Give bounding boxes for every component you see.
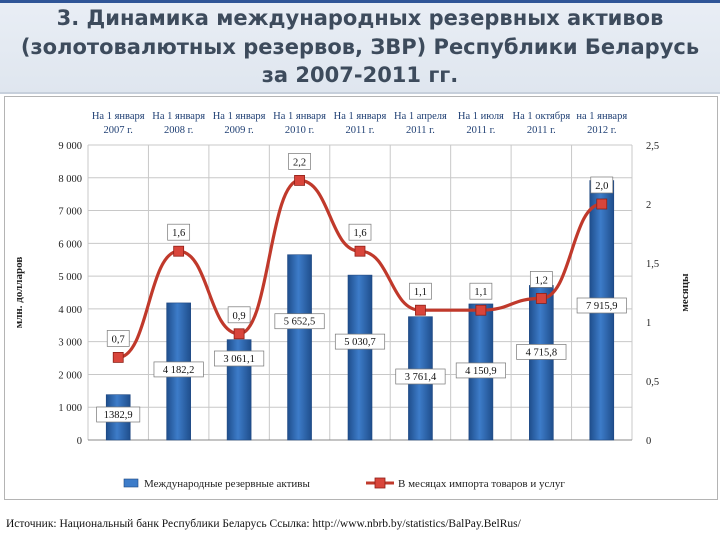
line-value-label: 1,2 bbox=[535, 275, 548, 286]
x-axis-tick-label: На 1 октября bbox=[512, 111, 570, 122]
x-axis-tick-label: На 1 июля bbox=[458, 111, 504, 122]
bar-value-label: 5 652,5 bbox=[284, 317, 316, 328]
line-value-label-box bbox=[409, 282, 432, 300]
bar-value-label-box bbox=[516, 344, 567, 360]
y2-axis-title: месяцы bbox=[679, 273, 691, 312]
line-marker bbox=[354, 245, 366, 257]
bar-value-label: 5 030,7 bbox=[344, 337, 376, 348]
page-title-line-1: 3. Динамика международных резервных акти… bbox=[56, 6, 664, 30]
x-axis-tick-label: На 1 апреля bbox=[394, 111, 447, 122]
bar-value-label: 3 061,1 bbox=[223, 354, 255, 365]
x-axis-tick-label: На 1 января bbox=[334, 111, 387, 122]
line-marker bbox=[415, 304, 426, 316]
bar-value-label: 4 150,9 bbox=[465, 366, 497, 377]
bar-value-label-box bbox=[455, 362, 506, 379]
line-marker bbox=[173, 245, 185, 257]
line-value-label-box bbox=[288, 153, 311, 170]
line-marker bbox=[233, 328, 245, 340]
line-marker bbox=[475, 304, 487, 316]
y2-axis-tick-label: 1 bbox=[646, 318, 651, 329]
y-axis-tick-label: 5 000 bbox=[58, 272, 82, 283]
bar-value-label: 1382,9 bbox=[104, 410, 133, 421]
bar-value-label: 4 182,2 bbox=[163, 365, 195, 376]
y-axis-tick-label: 3 000 bbox=[58, 338, 82, 349]
y2-axis-tick-label: 0,5 bbox=[646, 377, 659, 388]
bar-value-label: 3 761,4 bbox=[405, 372, 437, 383]
y-axis-tick-label: 9 000 bbox=[58, 141, 82, 152]
bar bbox=[529, 285, 554, 441]
legend-bar-swatch bbox=[123, 478, 139, 488]
y2-axis-tick-label: 0 bbox=[646, 436, 651, 447]
line-value-label: 0,7 bbox=[112, 334, 125, 345]
bar-value-label-box bbox=[274, 313, 325, 330]
bar-value-label-box bbox=[96, 406, 141, 423]
line-value-label-box bbox=[167, 223, 191, 241]
page-title-line-2: (золотовалютных резервов, ЗВР) Республик… bbox=[20, 35, 700, 59]
y-axis-title: млн. долларов bbox=[13, 257, 25, 329]
line-value-label-box bbox=[106, 330, 130, 347]
x-axis-tick-label: 2010 г. bbox=[285, 125, 314, 136]
line-value-label: 1,1 bbox=[414, 287, 427, 298]
import-months-line bbox=[117, 178, 603, 359]
bar-value-label-box bbox=[214, 350, 265, 367]
line-marker bbox=[596, 198, 608, 210]
bar-value-label-box bbox=[576, 297, 627, 314]
x-axis-tick-label: На 1 января bbox=[92, 111, 145, 122]
line-value-label-box bbox=[348, 223, 372, 241]
line-value-label: 1,6 bbox=[353, 228, 366, 239]
x-axis-tick-label: 2007 г. bbox=[104, 125, 133, 136]
legend-line-marker bbox=[374, 477, 386, 489]
line-value-label: 0,9 bbox=[233, 311, 246, 322]
y-axis-tick-label: 2 000 bbox=[58, 370, 82, 381]
y-axis-tick-label: 8 000 bbox=[58, 174, 82, 185]
bar bbox=[347, 274, 373, 441]
x-axis-tick-label: 2008 г. bbox=[164, 125, 193, 136]
title-accent-bar bbox=[0, 0, 720, 3]
line-value-label-box bbox=[469, 282, 493, 300]
x-axis-tick-label: 2011 г. bbox=[346, 125, 375, 136]
x-axis-tick-label: На 1 января bbox=[152, 111, 205, 122]
line-marker bbox=[294, 174, 305, 186]
y2-axis-tick-label: 2 bbox=[646, 200, 651, 211]
bar-value-label-box bbox=[334, 333, 386, 350]
line-value-label-box bbox=[227, 306, 251, 324]
x-axis-tick-label: 2012 г. bbox=[587, 125, 616, 136]
bar-value-label-box bbox=[153, 361, 204, 378]
x-axis-tick-label: 2011 г. bbox=[466, 125, 495, 136]
x-axis-tick-label: на 1 января bbox=[576, 111, 627, 122]
line-value-label-box bbox=[529, 271, 553, 288]
title-banner: 3. Динамика международных резервных акти… bbox=[0, 0, 720, 94]
line-value-label-box bbox=[590, 176, 614, 194]
line-marker bbox=[112, 351, 124, 363]
bar-value-label: 4 715,8 bbox=[526, 347, 558, 358]
legend-line-label: В месяцах импорта товаров и услуг bbox=[398, 478, 565, 490]
x-axis-tick-label: 2009 г. bbox=[224, 125, 253, 136]
y2-axis-tick-label: 2,5 bbox=[646, 141, 659, 152]
y-axis-tick-label: 1 000 bbox=[58, 403, 82, 414]
y-axis-tick-label: 4 000 bbox=[58, 305, 82, 316]
bar bbox=[287, 254, 312, 441]
legend-bar-label: Международные резервные активы bbox=[144, 478, 310, 490]
y-axis-tick-label: 0 bbox=[77, 436, 82, 447]
x-axis-tick-label: На 1 января bbox=[213, 111, 266, 122]
x-axis-tick-label: 2011 г. bbox=[527, 125, 556, 136]
line-value-label: 1,6 bbox=[172, 228, 185, 239]
bar-value-label: 7 915,9 bbox=[586, 301, 618, 312]
source-note: Источник: Национальный банк Республики Б… bbox=[6, 518, 521, 530]
page-title-line-3: за 2007-2011 гг. bbox=[261, 63, 459, 87]
y2-axis-tick-label: 1,5 bbox=[646, 259, 659, 270]
y-axis-tick-label: 7 000 bbox=[58, 207, 82, 218]
line-value-label: 1,1 bbox=[474, 287, 487, 298]
x-axis-tick-label: 2011 г. bbox=[406, 125, 435, 136]
y-axis-tick-label: 6 000 bbox=[58, 239, 82, 250]
line-value-label: 2,0 bbox=[595, 181, 608, 192]
line-marker bbox=[535, 292, 547, 304]
x-axis-tick-label: На 1 января bbox=[273, 111, 326, 122]
line-value-label: 2,2 bbox=[293, 157, 306, 168]
bar-value-label-box bbox=[395, 368, 446, 385]
